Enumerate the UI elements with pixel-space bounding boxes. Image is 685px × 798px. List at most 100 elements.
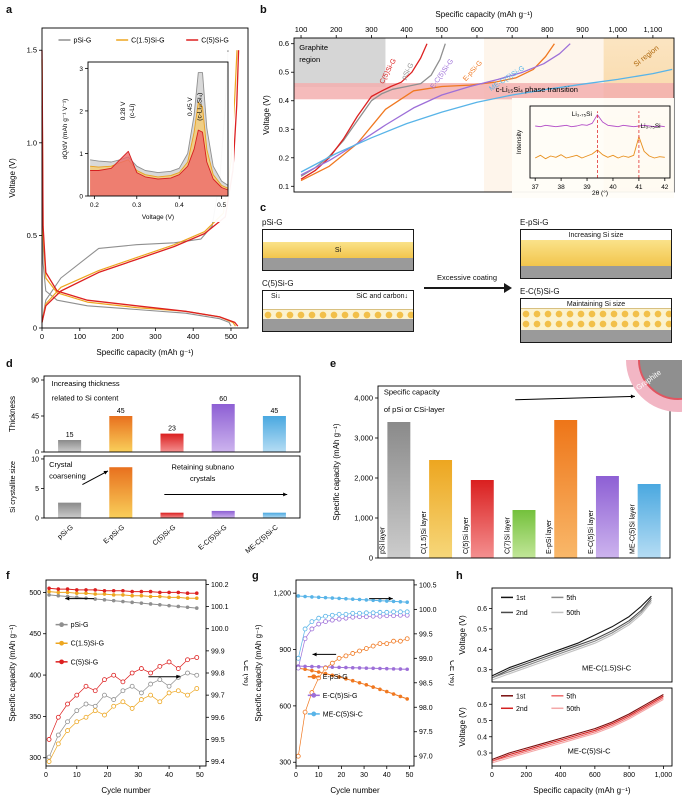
svg-text:Specific capacity (mAh g⁻¹): Specific capacity (mAh g⁻¹)	[533, 786, 630, 795]
down-arrow-icon: ↓	[404, 293, 409, 300]
svg-text:3,000: 3,000	[354, 434, 373, 443]
svg-text:E-pSi layer: E-pSi layer	[546, 519, 553, 554]
svg-text:0.4: 0.4	[279, 96, 289, 105]
chart-crystallite-bars: pSi-G E-pSi-G C(5)Si-G E-C(5)Si-G ME-C(5)Si-…	[10, 455, 301, 555]
chart-xrd-inset: 37 38 39 40 41 42 2θ (°) Intensity Li₃.₇₅Si Li₃.₇…	[512, 98, 674, 198]
svg-text:Specific capacity (mAh g⁻¹): Specific capacity (mAh g⁻¹)	[332, 423, 341, 520]
svg-text:1st: 1st	[516, 693, 525, 700]
svg-text:900: 900	[576, 25, 589, 34]
panel-label-d: d	[6, 358, 13, 370]
svg-text:pSi-G: pSi-G	[73, 38, 91, 45]
svg-text:400: 400	[29, 673, 41, 680]
increasing-si-size-note: Increasing Si size	[568, 232, 624, 239]
schematic-e-psi-g: E-pSi-G Increasing Si size	[520, 218, 672, 279]
svg-text:600: 600	[589, 772, 601, 779]
svg-text:C(5)Si-G: C(5)Si-G	[152, 524, 178, 547]
chart-voltage-me-c15: 0.3 0.4 0.5 0.6 Voltage (V) ME-C(1.5)Si-C 1st 2…	[458, 587, 673, 683]
schematic-psi-g-label: pSi-G	[262, 218, 283, 227]
panel-label-c: c	[260, 202, 267, 214]
svg-text:99.8: 99.8	[211, 671, 225, 678]
svg-text:300: 300	[149, 332, 162, 341]
svg-text:1.5: 1.5	[27, 46, 37, 55]
maintaining-si-size-note: Maintaining Si size	[566, 300, 626, 308]
panel-label-h: h	[456, 570, 463, 582]
svg-text:Specific capacity (mAh g⁻¹): Specific capacity (mAh g⁻¹)	[96, 348, 193, 357]
svg-text:42: 42	[661, 184, 669, 191]
svg-text:CE (%): CE (%)	[448, 660, 454, 686]
svg-text:10: 10	[31, 456, 39, 463]
svg-text:Voltage (V): Voltage (V)	[8, 158, 17, 198]
svg-text:0: 0	[369, 554, 373, 563]
svg-text:2nd: 2nd	[516, 706, 528, 713]
svg-text:20: 20	[104, 772, 112, 779]
svg-text:ME-C(1.5)Si-C: ME-C(1.5)Si-C	[582, 664, 632, 673]
svg-text:Voltage (V): Voltage (V)	[262, 95, 271, 135]
svg-text:15: 15	[66, 432, 74, 439]
svg-text:E-C(5)Si layer: E-C(5)Si layer	[588, 509, 595, 554]
svg-text:700: 700	[506, 25, 519, 34]
svg-text:0.1: 0.1	[279, 182, 289, 191]
schematic-e-c5si-g-box: Maintaining Si size	[520, 297, 672, 344]
svg-text:0.3: 0.3	[477, 667, 487, 674]
svg-text:ME-C(5)Si-C: ME-C(5)Si-C	[323, 711, 363, 718]
svg-text:C(1.5)Si-G: C(1.5)Si-G	[131, 38, 164, 45]
svg-text:1,000: 1,000	[354, 514, 373, 523]
svg-text:100: 100	[295, 25, 308, 34]
svg-text:400: 400	[555, 772, 567, 779]
panel-label-e: e	[330, 358, 337, 370]
svg-text:CE (%): CE (%)	[242, 660, 248, 686]
svg-text:0: 0	[79, 194, 83, 201]
substrate-layer	[263, 319, 413, 331]
svg-text:99.4: 99.4	[211, 759, 225, 766]
svg-text:0.3: 0.3	[132, 202, 141, 209]
svg-text:1,000: 1,000	[608, 25, 627, 34]
svg-text:C(5)Si-G: C(5)Si-G	[71, 659, 99, 666]
svg-text:350: 350	[29, 714, 41, 721]
panel-d: d 15 45 23 60 45 0 45 90 Thickness Increasing thi…	[6, 358, 326, 568]
schematic-c5si-g: C(5)Si-G Si↓ SiC and carbon↓	[262, 279, 414, 332]
schematic-c5si-g-label: C(5)Si-G	[262, 279, 294, 288]
substrate-layer	[521, 330, 671, 343]
down-arrow-icon: ↓	[277, 293, 281, 300]
svg-text:1: 1	[79, 151, 83, 158]
schematic-c5si-g-box: Si↓ SiC and carbon↓	[262, 290, 414, 332]
svg-text:0: 0	[44, 772, 48, 779]
svg-text:450: 450	[29, 631, 41, 638]
panel-label-f: f	[6, 570, 10, 582]
svg-text:Cycle number: Cycle number	[330, 786, 380, 795]
panel-label-g: g	[252, 570, 259, 582]
svg-text:100.1: 100.1	[211, 604, 229, 611]
substrate-layer	[521, 265, 671, 278]
svg-text:Voltage (V): Voltage (V)	[458, 707, 467, 747]
svg-text:200: 200	[520, 772, 532, 779]
svg-text:900: 900	[279, 647, 291, 654]
svg-text:50th: 50th	[566, 706, 580, 713]
svg-text:0.6: 0.6	[279, 39, 289, 48]
svg-text:(c-Li₁₅Si₄): (c-Li₁₅Si₄)	[196, 93, 203, 121]
svg-text:40: 40	[609, 184, 617, 191]
svg-text:E-C(5)Si-G: E-C(5)Si-G	[323, 693, 358, 700]
panel-label-b: b	[260, 4, 267, 16]
svg-text:E-pSi-G: E-pSi-G	[462, 60, 484, 83]
svg-text:0.4: 0.4	[477, 734, 487, 741]
svg-text:C(7)Si layer: C(7)Si layer	[505, 516, 512, 554]
svg-text:0.6: 0.6	[477, 702, 487, 709]
excessive-coating: Excessive coating	[414, 218, 520, 343]
svg-text:100.0: 100.0	[211, 626, 229, 633]
svg-text:of pSi or CSi-layer: of pSi or CSi-layer	[384, 405, 445, 414]
svg-text:45: 45	[31, 414, 39, 421]
svg-text:99.7: 99.7	[211, 693, 225, 700]
svg-text:45: 45	[271, 408, 279, 415]
svg-text:50: 50	[406, 772, 414, 779]
svg-text:600: 600	[471, 25, 484, 34]
svg-text:38: 38	[557, 184, 565, 191]
svg-text:100.5: 100.5	[419, 582, 437, 589]
svg-text:C(1.5)Si-G: C(1.5)Si-G	[71, 641, 104, 648]
svg-text:60: 60	[219, 396, 227, 403]
svg-text:0.4: 0.4	[175, 202, 184, 209]
svg-text:45: 45	[117, 408, 125, 415]
svg-text:0.5: 0.5	[27, 231, 37, 240]
svg-text:C(1.5)Si layer: C(1.5)Si layer	[421, 511, 428, 554]
svg-text:Specific capacity: Specific capacity	[384, 388, 440, 397]
svg-text:Thickness: Thickness	[8, 396, 17, 432]
